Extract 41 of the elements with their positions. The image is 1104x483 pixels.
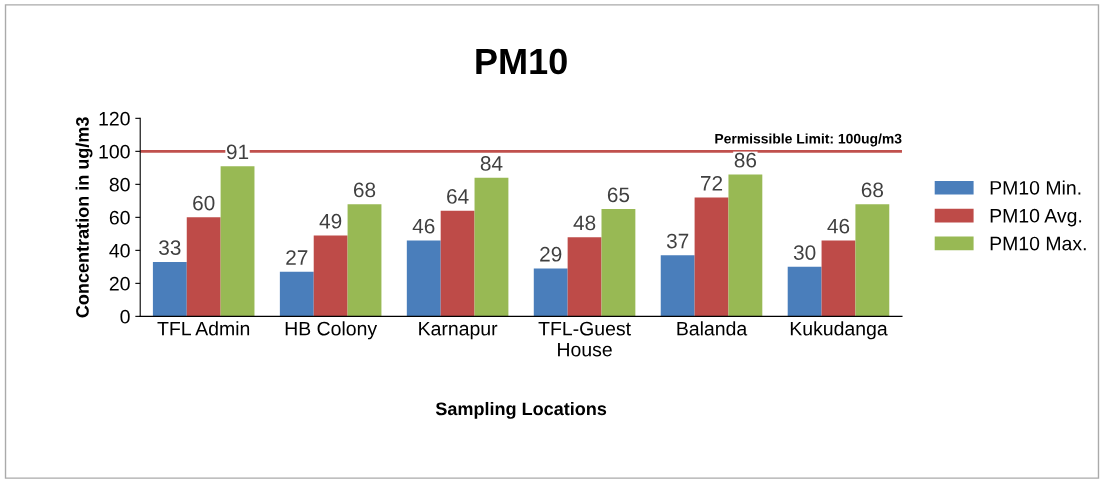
data-label: 46: [412, 218, 435, 234]
data-label: 86: [734, 152, 757, 168]
y-tick-label: 0: [120, 309, 130, 324]
legend-label: PM10 Min.: [990, 180, 1081, 195]
y-tick-label: 60: [109, 210, 130, 225]
data-label: 60: [193, 195, 215, 211]
bar: [601, 209, 636, 317]
legend-label: PM10 Max.: [990, 236, 1086, 251]
data-label: 46: [827, 218, 850, 234]
data-label: 49: [319, 213, 342, 229]
data-label: 84: [480, 156, 503, 171]
x-axis-title: Sampling Locations: [435, 401, 607, 419]
y-tick-label: 40: [109, 243, 130, 258]
data-label: 37: [666, 233, 689, 249]
data-label: 91: [226, 144, 249, 160]
x-tick-label: TFL Admin: [157, 321, 250, 336]
bar: [728, 174, 763, 317]
data-label: 68: [353, 182, 376, 198]
x-tick-label: Balanda: [677, 321, 748, 336]
y-axis-title: Concentration in ug/m3: [75, 117, 93, 318]
data-label: 48: [573, 215, 596, 231]
data-label: 64: [447, 189, 469, 204]
data-label: 33: [159, 240, 181, 256]
data-label: 72: [701, 175, 723, 191]
data-label: 29: [540, 246, 562, 262]
y-tick-label: 100: [99, 144, 130, 159]
ref-line-label: Permissible Limit: 100ug/m3: [715, 133, 902, 147]
bar: [220, 166, 255, 317]
data-label: 27: [286, 250, 308, 265]
x-tick-label: HB Colony: [285, 321, 378, 340]
y-tick-label: 80: [109, 177, 130, 192]
data-label: 30: [793, 245, 816, 260]
chart-title: PM10: [476, 48, 567, 75]
y-tick-label: 120: [99, 111, 130, 126]
data-label: 68: [861, 182, 884, 198]
data-label: 65: [607, 187, 630, 203]
x-tick-label: Karnapur: [419, 321, 498, 340]
x-tick-label: Kukudanga: [790, 321, 888, 340]
x-tick-label: TFL-Guest House: [538, 321, 631, 357]
legend-label: PM10 Avg.: [990, 208, 1082, 227]
y-tick-label: 20: [109, 276, 130, 291]
